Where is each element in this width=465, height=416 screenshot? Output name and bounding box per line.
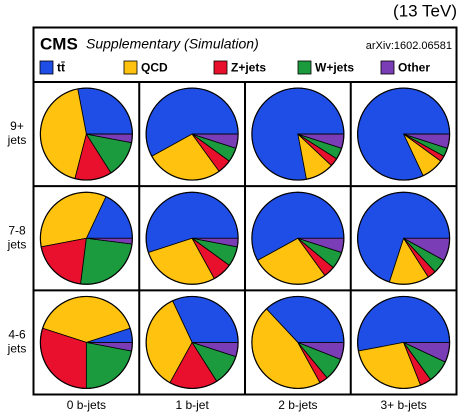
pie-outline (39, 295, 133, 390)
column-label: 1 b-jet (175, 398, 209, 412)
pie-outline (357, 87, 451, 181)
pie-outline (357, 191, 451, 285)
legend-swatch (297, 60, 312, 75)
pie-outline (39, 191, 133, 285)
pie-outline (39, 87, 133, 181)
pie-outline (251, 191, 345, 285)
legend-swatch (213, 60, 228, 75)
legend-swatch (123, 60, 138, 75)
reference: arXiv:1602.06581 (366, 40, 452, 52)
column-label: 0 b-jets (67, 398, 106, 412)
pie-outline (251, 87, 345, 181)
legend-label: W+jets (315, 61, 354, 75)
row-label: 7-8 jets (7, 223, 27, 251)
pie-outline (145, 191, 239, 285)
pie-outline (145, 87, 239, 181)
chart-title: CMS (40, 34, 78, 53)
legend-label: tt̄ (57, 61, 65, 75)
legend-swatch (380, 60, 395, 75)
pie-slice (80, 237, 133, 285)
column-label: 3+ b-jets (380, 398, 426, 412)
legend-label: QCD (141, 61, 168, 75)
row-label: 4-6 jets (7, 328, 27, 356)
legend-swatch (39, 60, 54, 75)
pie-outline (251, 295, 345, 390)
legend-label: Other (398, 61, 430, 75)
column-label: 2 b-jets (278, 398, 317, 412)
subtitle: Supplementary (Simulation) (86, 36, 259, 52)
energy-label: (13 TeV) (393, 1, 457, 20)
legend-label: Z+jets (231, 61, 266, 75)
pie-outline (145, 295, 239, 390)
pie-slice (77, 87, 133, 135)
row-label: 9+ jets (7, 119, 27, 147)
pie-outline (357, 295, 451, 390)
